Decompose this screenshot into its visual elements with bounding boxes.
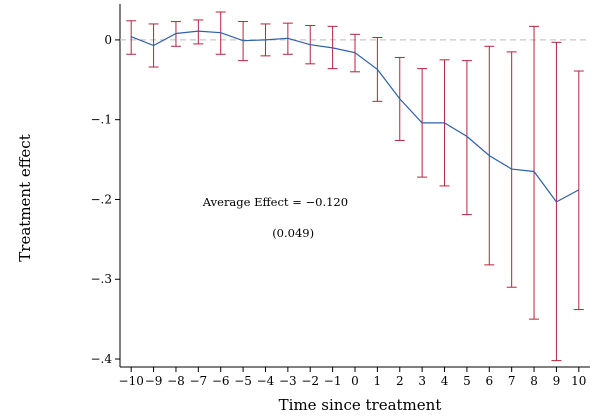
- x-tick-label: −4: [257, 374, 275, 388]
- y-axis-title: Treatment effect: [16, 134, 34, 261]
- x-tick-label: 10: [571, 374, 586, 388]
- y-tick-label: −.4: [90, 352, 112, 366]
- x-tick-label: 9: [553, 374, 561, 388]
- estimate-line: [130, 30, 580, 203]
- x-tick-label: 2: [396, 374, 404, 388]
- x-tick-label: 6: [485, 374, 493, 388]
- y-tick-label: −.3: [90, 272, 112, 286]
- x-tick-label: 5: [463, 374, 471, 388]
- plot-area: 0−.1−.2−.3−.4−10 −9 −8 −7 −6 −5 −4 −3 −2 −1 0 1 2 3 4 5…: [90, 4, 590, 388]
- x-tick-label: 3: [418, 374, 426, 388]
- y-tick-label: −.1: [90, 113, 112, 127]
- x-tick-label: −8: [167, 374, 185, 388]
- x-tick-label: 4: [441, 374, 449, 388]
- x-tick-label: −9: [145, 374, 163, 388]
- x-tick-label: −2: [301, 374, 319, 388]
- y-tick-label: 0: [104, 33, 112, 47]
- average-effect-annotation: Average Effect = −0.120: [202, 195, 348, 209]
- x-tick-label: 7: [508, 374, 516, 388]
- x-tick-label: −3: [279, 374, 297, 388]
- x-tick-label: 0: [351, 374, 359, 388]
- y-tick-label: −.2: [90, 192, 112, 206]
- x-tick-label: 8: [530, 374, 538, 388]
- x-axis-title: Time since treatment: [279, 396, 442, 414]
- x-tick-label: −10: [119, 374, 144, 388]
- x-tick-label: −5: [234, 374, 252, 388]
- x-tick-label: −1: [324, 374, 342, 388]
- x-tick-label: −7: [189, 374, 207, 388]
- x-tick-label: 1: [374, 374, 382, 388]
- x-tick-label: −6: [212, 374, 230, 388]
- standard-error-annotation: (0.049): [272, 226, 314, 240]
